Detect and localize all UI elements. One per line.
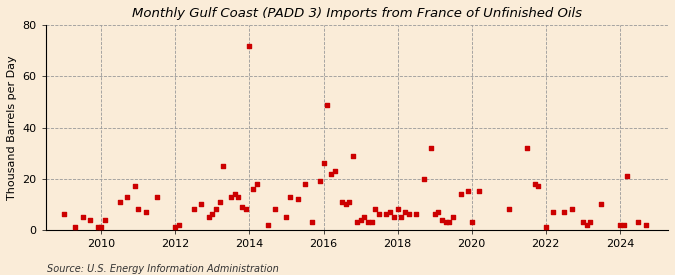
Point bbox=[96, 225, 107, 229]
Point bbox=[522, 146, 533, 150]
Point bbox=[237, 205, 248, 209]
Point bbox=[400, 210, 410, 214]
Point bbox=[385, 210, 396, 214]
Point bbox=[215, 199, 225, 204]
Point bbox=[622, 174, 632, 178]
Point bbox=[404, 212, 414, 217]
Point bbox=[59, 212, 70, 217]
Point bbox=[318, 161, 329, 166]
Point bbox=[92, 225, 103, 229]
Point bbox=[581, 222, 592, 227]
Point bbox=[466, 220, 477, 224]
Point bbox=[448, 215, 458, 219]
Point bbox=[437, 217, 448, 222]
Point bbox=[359, 215, 370, 219]
Point bbox=[270, 207, 281, 211]
Point bbox=[307, 220, 318, 224]
Point bbox=[211, 207, 221, 211]
Point bbox=[133, 207, 144, 211]
Point bbox=[263, 222, 273, 227]
Point bbox=[173, 222, 184, 227]
Point bbox=[355, 217, 366, 222]
Point bbox=[251, 182, 262, 186]
Point bbox=[585, 220, 595, 224]
Point bbox=[292, 197, 303, 201]
Point bbox=[374, 212, 385, 217]
Point bbox=[596, 202, 607, 207]
Point bbox=[225, 194, 236, 199]
Y-axis label: Thousand Barrels per Day: Thousand Barrels per Day bbox=[7, 55, 17, 200]
Point bbox=[529, 182, 540, 186]
Point bbox=[474, 189, 485, 194]
Point bbox=[633, 220, 644, 224]
Point bbox=[440, 220, 451, 224]
Point bbox=[122, 194, 132, 199]
Point bbox=[240, 207, 251, 211]
Point bbox=[322, 102, 333, 107]
Point bbox=[410, 212, 421, 217]
Point bbox=[170, 225, 181, 229]
Text: Source: U.S. Energy Information Administration: Source: U.S. Energy Information Administ… bbox=[47, 264, 279, 274]
Point bbox=[455, 192, 466, 196]
Point bbox=[337, 199, 348, 204]
Point bbox=[559, 210, 570, 214]
Point bbox=[329, 169, 340, 173]
Point bbox=[196, 202, 207, 207]
Point bbox=[541, 225, 551, 229]
Point bbox=[151, 194, 162, 199]
Point bbox=[566, 207, 577, 211]
Title: Monthly Gulf Coast (PADD 3) Imports from France of Unfinished Oils: Monthly Gulf Coast (PADD 3) Imports from… bbox=[132, 7, 582, 20]
Point bbox=[577, 220, 588, 224]
Point bbox=[84, 217, 95, 222]
Point bbox=[352, 220, 362, 224]
Point bbox=[129, 184, 140, 189]
Point bbox=[425, 146, 436, 150]
Point bbox=[533, 184, 544, 189]
Point bbox=[325, 171, 336, 176]
Point bbox=[362, 220, 373, 224]
Point bbox=[389, 215, 400, 219]
Point bbox=[203, 215, 214, 219]
Point bbox=[300, 182, 310, 186]
Point bbox=[207, 212, 218, 217]
Point bbox=[370, 207, 381, 211]
Point bbox=[244, 43, 255, 48]
Point bbox=[340, 202, 351, 207]
Point bbox=[418, 177, 429, 181]
Point bbox=[248, 187, 259, 191]
Point bbox=[504, 207, 514, 211]
Point bbox=[285, 194, 296, 199]
Point bbox=[114, 199, 125, 204]
Point bbox=[230, 192, 240, 196]
Point bbox=[444, 220, 455, 224]
Point bbox=[433, 210, 443, 214]
Point bbox=[548, 210, 559, 214]
Point bbox=[99, 217, 110, 222]
Point bbox=[188, 207, 199, 211]
Point bbox=[392, 207, 403, 211]
Point bbox=[429, 212, 440, 217]
Point bbox=[367, 220, 377, 224]
Point bbox=[381, 212, 392, 217]
Point bbox=[233, 194, 244, 199]
Point bbox=[396, 215, 407, 219]
Point bbox=[348, 153, 358, 158]
Point bbox=[462, 189, 473, 194]
Point bbox=[315, 179, 325, 183]
Point bbox=[281, 215, 292, 219]
Point bbox=[78, 215, 88, 219]
Point bbox=[614, 222, 625, 227]
Point bbox=[344, 199, 355, 204]
Point bbox=[218, 164, 229, 168]
Point bbox=[641, 222, 651, 227]
Point bbox=[618, 222, 629, 227]
Point bbox=[70, 225, 81, 229]
Point bbox=[140, 210, 151, 214]
